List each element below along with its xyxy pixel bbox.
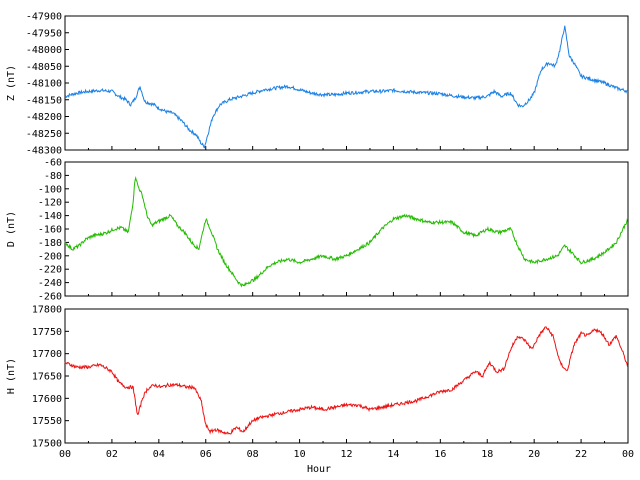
panel-h-ytick-label: 17550 — [32, 416, 62, 427]
panel-h-ytick-label: 17750 — [32, 327, 62, 338]
panel-d-ytick-label: -220 — [38, 265, 62, 276]
panel-d-ytick-label: -80 — [44, 171, 62, 182]
xtick-label: 04 — [153, 449, 165, 460]
panel-z-ytick-label: -48300 — [26, 146, 62, 157]
panel-d-ytick-label: -120 — [38, 198, 62, 209]
panel-h: H (nT) 17500 17550 17600 17650 17700 17750 178… — [6, 305, 634, 461]
panel-z-ytick-label: -47950 — [26, 28, 62, 39]
panel-z-ytick-label: -48200 — [26, 112, 62, 123]
xtick-label: 00 — [622, 449, 634, 460]
panel-z-ytick-label: -47900 — [26, 12, 62, 23]
xtick-label: 08 — [247, 449, 259, 460]
panel-d-ylabel: D (nT) — [6, 211, 17, 247]
panel-z-series-line — [64, 25, 629, 149]
x-axis-title: Hour — [307, 464, 331, 475]
panel-d: D (nT) -60 -80 -100 -120 -140 -160 -180 -200 -22… — [6, 158, 629, 303]
panel-h-ytick-label: 17700 — [32, 349, 62, 360]
panel-z: Z (nT) -47900 -47950 -48000 -48050 -48100 -48… — [6, 12, 629, 157]
panel-z-ytick-label: -48250 — [26, 129, 62, 140]
panel-d-ytick-label: -200 — [38, 251, 62, 262]
xtick-label: 20 — [528, 449, 540, 460]
panel-z-ytick-label: -48000 — [26, 45, 62, 56]
xtick-label: 14 — [387, 449, 399, 460]
panel-d-ytick-label: -160 — [38, 225, 62, 236]
panel-z-ytick-label: -48100 — [26, 79, 62, 90]
xtick-label: 10 — [294, 449, 306, 460]
panel-h-ytick-label: 17800 — [32, 305, 62, 316]
panel-d-ytick-label: -260 — [38, 292, 62, 303]
xtick-label: 22 — [575, 449, 587, 460]
panel-h-series-line — [64, 326, 629, 436]
panel-h-ytick-label: 17600 — [32, 394, 62, 405]
panel-h-ytick-label: 17650 — [32, 372, 62, 383]
panel-z-frame — [64, 15, 629, 151]
panel-h-ylabel: H (nT) — [6, 358, 17, 394]
panel-d-frame — [64, 161, 629, 297]
xtick-label: 18 — [481, 449, 493, 460]
xtick-label: 06 — [200, 449, 212, 460]
panel-d-ytick-label: -140 — [38, 211, 62, 222]
panel-z-ytick-label: -48150 — [26, 95, 62, 106]
xtick-label: 12 — [340, 449, 352, 460]
xtick-label: 16 — [434, 449, 446, 460]
panel-d-ytick-label: -240 — [38, 278, 62, 289]
panel-d-series-line — [64, 176, 629, 288]
panel-d-ytick-label: -180 — [38, 238, 62, 249]
panel-h-ytick-label: 17500 — [32, 439, 62, 450]
xtick-label: 02 — [106, 449, 118, 460]
panel-d-ytick-label: -100 — [38, 184, 62, 195]
xtick-label: 00 — [59, 449, 71, 460]
panel-z-ytick-label: -48050 — [26, 62, 62, 73]
panel-z-ylabel: Z (nT) — [6, 65, 17, 101]
panel-d-ytick-label: -60 — [44, 158, 62, 169]
